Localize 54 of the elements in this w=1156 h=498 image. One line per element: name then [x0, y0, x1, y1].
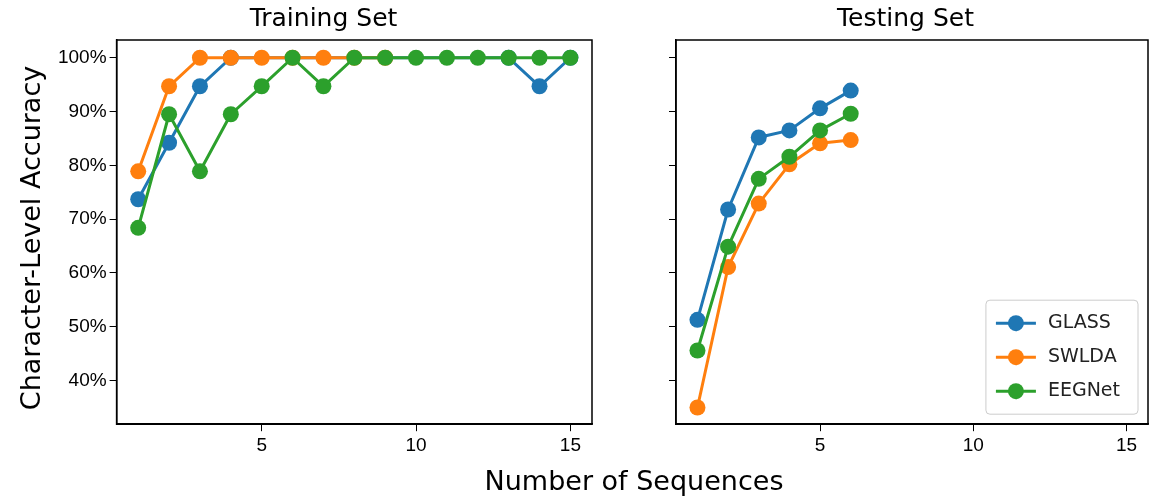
point [191, 49, 208, 66]
point [812, 100, 829, 117]
y-tick-label: 50% [68, 315, 107, 337]
point [720, 201, 737, 218]
x-tick-label: 5 [814, 433, 826, 455]
point [253, 49, 270, 66]
point [191, 163, 208, 180]
point [842, 105, 859, 122]
y-tick-label: 80% [68, 153, 107, 175]
chart-title: Training Set [248, 2, 398, 32]
point [253, 78, 270, 95]
point [781, 148, 798, 165]
point [315, 49, 332, 66]
x-axis-title: Number of Sequences [484, 464, 784, 496]
legend-label: EEGNet [1047, 378, 1121, 401]
point [130, 163, 147, 180]
y-tick-label: 70% [68, 207, 107, 229]
point [315, 78, 332, 95]
y-axis-title: Character-Level Accuracy [14, 65, 46, 411]
point [408, 49, 425, 66]
point [842, 82, 859, 99]
y-tick-label: 100% [57, 45, 107, 67]
point [750, 170, 767, 187]
point [812, 122, 829, 139]
point [781, 122, 798, 139]
point [191, 78, 208, 95]
x-tick-label: 15 [1115, 433, 1138, 455]
chart-title: Testing Set [836, 2, 975, 32]
y-tick-label: 60% [68, 261, 107, 283]
point [750, 195, 767, 212]
point [689, 342, 706, 359]
point [161, 78, 178, 95]
point [222, 106, 239, 123]
x-tick-label: 10 [405, 433, 427, 455]
point [130, 219, 147, 236]
x-tick-label: 5 [256, 433, 267, 455]
legend-label: SWLDA [1047, 344, 1117, 367]
point [161, 134, 178, 151]
point [689, 399, 706, 416]
legend-label: GLASS [1047, 310, 1111, 333]
y-tick-label: 40% [68, 368, 107, 390]
point [842, 132, 859, 149]
point [689, 311, 706, 328]
point [438, 49, 455, 66]
y-tick-label: 90% [68, 99, 107, 121]
point [130, 191, 147, 208]
point [531, 78, 548, 95]
point [161, 106, 178, 123]
x-tick-label: 10 [962, 433, 984, 455]
point [469, 49, 486, 66]
point [531, 49, 548, 66]
point [750, 129, 767, 146]
point [720, 238, 737, 255]
x-tick-label: 15 [559, 433, 581, 455]
